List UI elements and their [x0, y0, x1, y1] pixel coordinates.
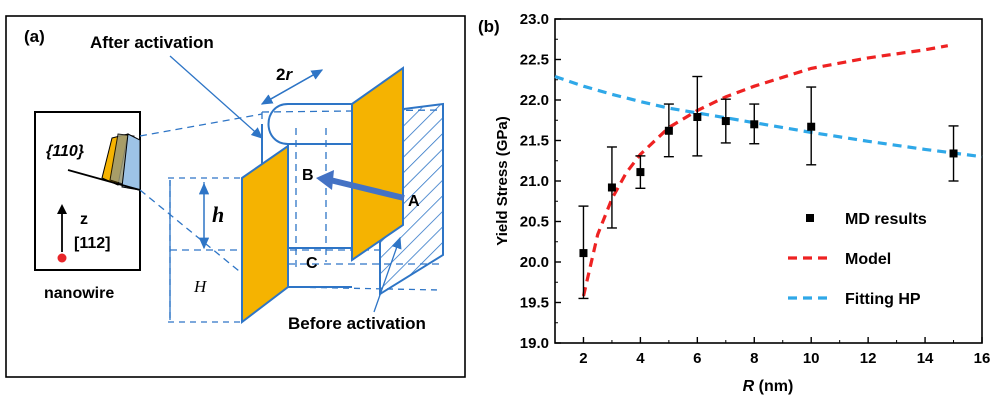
label-2r: 2r [276, 65, 293, 84]
x-tick-label: 16 [974, 350, 990, 367]
origin-dot [57, 253, 67, 263]
inset-caption: nanowire [44, 285, 114, 302]
inset-axis-dir: [112] [74, 235, 110, 252]
data-point [693, 113, 702, 122]
series-line-model [581, 44, 949, 297]
y-tick-label: 20.5 [520, 214, 549, 231]
before-pointer [373, 236, 402, 313]
data-point [721, 117, 730, 126]
label-B: B [302, 167, 314, 184]
plane-right-yellow [351, 66, 404, 262]
inset-plane-line [67, 169, 141, 191]
x-tick-label: 8 [750, 350, 758, 367]
y-tick-label: 22.0 [520, 92, 549, 109]
cylinder-top [267, 103, 352, 145]
y-axis-label: Yield Stress (GPa) [494, 116, 511, 246]
data-point [579, 249, 588, 258]
x-tick-label: 10 [803, 350, 820, 367]
after-pointer [169, 55, 263, 139]
x-tick-label: 6 [693, 350, 701, 367]
data-point [664, 126, 673, 135]
label-A: A [408, 193, 420, 210]
x-axis-label: R (nm) [743, 378, 794, 395]
y-tick-label: 21.0 [520, 173, 549, 190]
panel-b-label: (b) [478, 17, 500, 36]
2r-dim-line-back [260, 69, 323, 105]
x-tick-label: 2 [579, 350, 587, 367]
panel-a-schematic: (a) {110} z [112] nanowire [5, 15, 466, 378]
legend-label: Model [845, 251, 891, 268]
label-C: C [306, 255, 318, 272]
activation-arrow-head-icon [316, 170, 334, 190]
z-arrow-head-icon [57, 204, 67, 214]
x-tick-label: 4 [636, 350, 645, 367]
y-tick-label: 19.0 [520, 335, 549, 352]
data-point [636, 168, 645, 177]
y-tick-label: 20.0 [520, 254, 549, 271]
data-point [807, 122, 816, 131]
data-point [750, 120, 759, 129]
y-tick-label: 21.5 [520, 133, 549, 150]
x-tick-label: 12 [860, 350, 877, 367]
activation-arrow [329, 177, 405, 201]
panel-a-label: (a) [24, 27, 45, 46]
y-tick-label: 23.0 [520, 11, 549, 28]
label-after-activation: After activation [90, 33, 214, 52]
data-point [607, 183, 616, 192]
magnification-lines [139, 113, 263, 281]
label-before-activation: Before activation [288, 314, 426, 333]
series-line-fitting-hp [554, 74, 983, 159]
y-tick-label: 22.5 [520, 52, 549, 69]
legend-label: MD results [845, 211, 927, 228]
inset-plane-label: {110} [46, 143, 84, 160]
panel-b-chart: (b) 2 4 6 8 10 12 14 16 19.0 19.5 20.0 20.5 21.0 21.5… [478, 11, 990, 395]
axes: 2 4 6 8 10 12 14 16 19.0 19.5 20.0 20.5 21.0 21.5 22.0… [520, 11, 990, 367]
legend-marker [806, 214, 814, 222]
legend: MD results Model Fitting HP [788, 211, 927, 308]
legend-label: Fitting HP [845, 291, 921, 308]
inset-axis-z: z [80, 211, 88, 228]
data-point [949, 149, 958, 158]
x-tick-label: 14 [917, 350, 934, 367]
label-h: h [212, 202, 224, 227]
label-H: H [193, 277, 208, 296]
series-layer [554, 44, 983, 300]
y-tick-label: 19.5 [520, 295, 549, 312]
